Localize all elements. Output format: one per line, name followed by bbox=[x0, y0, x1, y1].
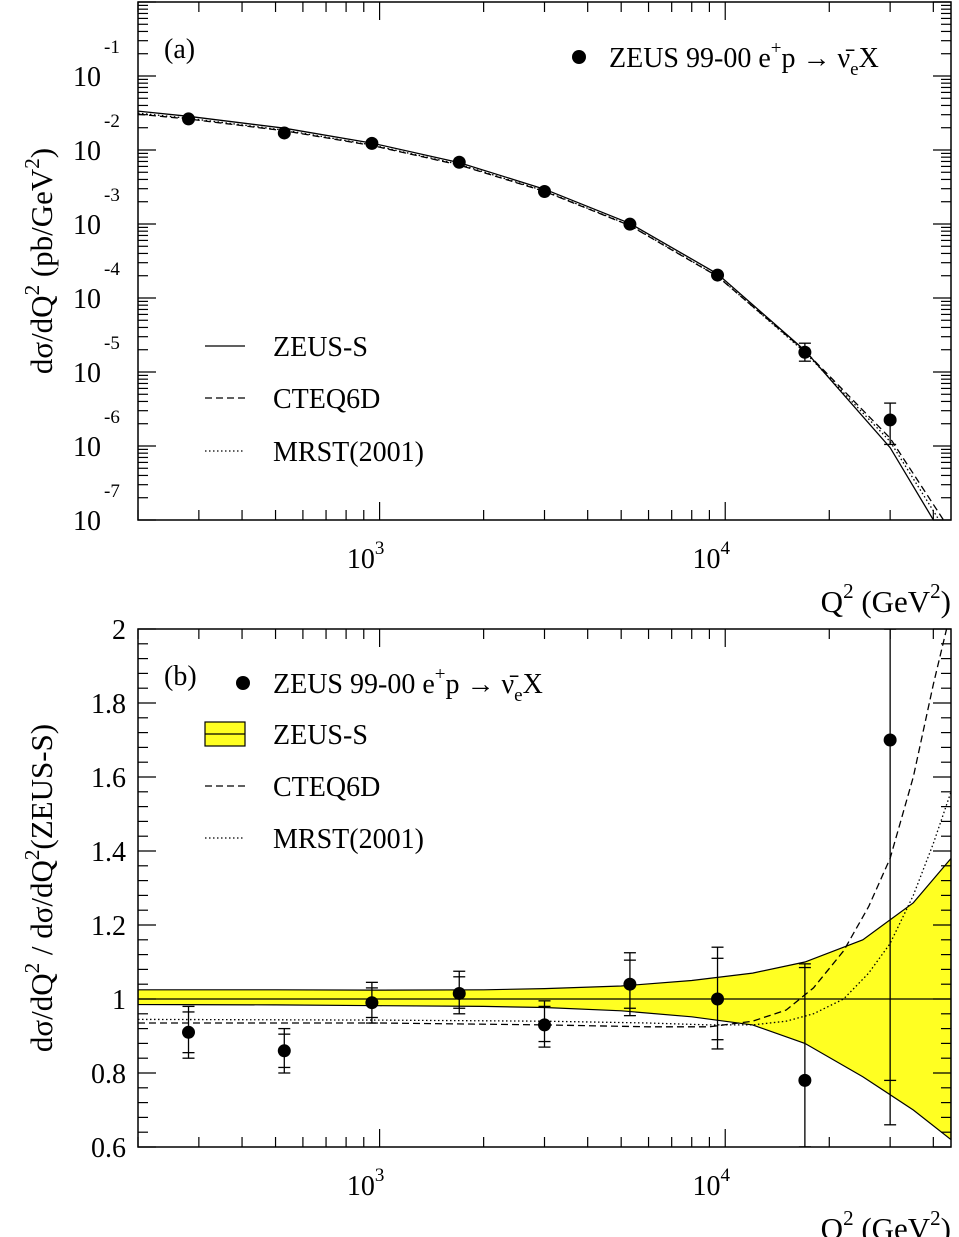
x-tick-exp: 4 bbox=[720, 1165, 730, 1186]
y-tick-label: 10-6 bbox=[73, 407, 120, 463]
curve-zeus-s bbox=[138, 110, 935, 520]
y-tick-base: 10 bbox=[73, 506, 101, 537]
y-tick-exp: -5 bbox=[104, 333, 120, 354]
legend-data-label: ZEUS 99-00 e+p → ν̄eX bbox=[273, 664, 543, 706]
y-tick-label: 10-4 bbox=[73, 259, 120, 315]
legend-label: MRST(2001) bbox=[273, 824, 424, 855]
y-tick-exp: -3 bbox=[104, 185, 120, 206]
y-tick-exp: -4 bbox=[104, 259, 120, 280]
y-axis-title: dσ/dQ2 / dσ/dQ2(ZEUS-S) bbox=[20, 724, 59, 1052]
data-point bbox=[623, 217, 637, 231]
y-ticks bbox=[138, 628, 951, 1148]
x-axis-title: Q2 (GeV2) bbox=[821, 579, 951, 619]
x-ticks bbox=[137, 629, 934, 1147]
x-tick-base: 10 bbox=[692, 1171, 720, 1202]
y-tick-label: 1.2 bbox=[91, 911, 126, 942]
x-tick-exp: 3 bbox=[375, 538, 385, 559]
data-point bbox=[277, 1044, 291, 1058]
data-point bbox=[452, 986, 466, 1000]
data-point bbox=[623, 977, 637, 991]
x-tick-exp: 3 bbox=[375, 1165, 385, 1186]
plot-area bbox=[138, 629, 951, 1147]
plot-frame bbox=[137, 628, 952, 1148]
x-tick-exp: 4 bbox=[720, 538, 730, 559]
x-ticks bbox=[137, 2, 934, 520]
y-tick-exp: -1 bbox=[104, 37, 120, 58]
data-point bbox=[711, 992, 725, 1006]
data-point bbox=[883, 733, 897, 747]
legend-data-label: ZEUS 99-00 e+p → ν̄eX bbox=[609, 38, 879, 80]
panel-label: (b) bbox=[164, 661, 197, 692]
legend-label: ZEUS-S bbox=[273, 332, 368, 363]
plot-area bbox=[138, 110, 945, 520]
legend-label: CTEQ6D bbox=[273, 772, 380, 803]
y-tick-base: 10 bbox=[73, 62, 101, 93]
y-tick-base: 10 bbox=[73, 358, 101, 389]
x-tick-label: 103 bbox=[347, 1165, 385, 1202]
y-tick-label: 10-2 bbox=[73, 111, 120, 167]
legend: ZEUS-S CTEQ6D MRST(2001) bbox=[204, 720, 424, 855]
data-point bbox=[365, 996, 379, 1010]
y-tick-label: 1.4 bbox=[91, 837, 126, 868]
y-tick-exp: -7 bbox=[104, 481, 120, 502]
y-tick-base: 10 bbox=[73, 284, 101, 315]
data-point bbox=[538, 184, 551, 198]
curve-mrst-2001- bbox=[138, 112, 940, 520]
data-point bbox=[277, 126, 291, 140]
y-tick-label: 0.8 bbox=[91, 1059, 126, 1090]
x-tick-label: 103 bbox=[347, 538, 385, 575]
y-tick-label: 1.6 bbox=[91, 763, 126, 794]
legend-data-marker bbox=[572, 50, 586, 64]
y-tick-label: 0.6 bbox=[91, 1133, 126, 1164]
y-tick-exp: -2 bbox=[104, 111, 120, 132]
y-tick-label: 2 bbox=[112, 615, 126, 646]
x-tick-base: 10 bbox=[692, 544, 720, 575]
plot-frame bbox=[137, 1, 952, 521]
data-point bbox=[538, 1018, 551, 1032]
legend-label: ZEUS-S bbox=[273, 720, 368, 751]
legend-label: MRST(2001) bbox=[273, 437, 424, 468]
curve-cteq6d bbox=[138, 629, 948, 1028]
x-tick-label: 104 bbox=[692, 1165, 730, 1202]
x-axis-title: Q2 (GeV2) bbox=[821, 1206, 951, 1237]
data-point bbox=[798, 345, 812, 359]
data-point bbox=[182, 1025, 196, 1039]
x-tick-base: 10 bbox=[347, 1171, 375, 1202]
y-tick-base: 10 bbox=[73, 210, 101, 241]
x-tick-label: 104 bbox=[692, 538, 730, 575]
legend: ZEUS-S CTEQ6D MRST(2001) bbox=[205, 332, 424, 468]
y-tick-label: 1 bbox=[112, 985, 126, 1016]
y-tick-label: 1.8 bbox=[91, 689, 126, 720]
x-tick-base: 10 bbox=[347, 544, 375, 575]
y-axis-title: dσ/dQ2 (pb/GeV2) bbox=[20, 148, 59, 374]
data-point bbox=[798, 1073, 812, 1087]
legend-data-marker bbox=[236, 676, 250, 690]
data-point bbox=[182, 112, 196, 126]
y-ticks bbox=[138, 1, 951, 521]
data-point bbox=[883, 413, 897, 427]
y-tick-base: 10 bbox=[73, 432, 101, 463]
data-point bbox=[711, 268, 725, 282]
y-tick-label: 10-3 bbox=[73, 185, 120, 241]
y-tick-exp: -6 bbox=[104, 407, 120, 428]
y-tick-label: 10-1 bbox=[73, 37, 120, 93]
y-tick-base: 10 bbox=[73, 136, 101, 167]
curve-cteq6d bbox=[138, 113, 945, 520]
y-tick-label: 10-7 bbox=[73, 481, 120, 537]
data-point bbox=[452, 155, 466, 169]
panel-label: (a) bbox=[164, 34, 195, 65]
data-point bbox=[365, 136, 379, 150]
legend-label: CTEQ6D bbox=[273, 384, 380, 415]
y-tick-label: 10-5 bbox=[73, 333, 120, 389]
